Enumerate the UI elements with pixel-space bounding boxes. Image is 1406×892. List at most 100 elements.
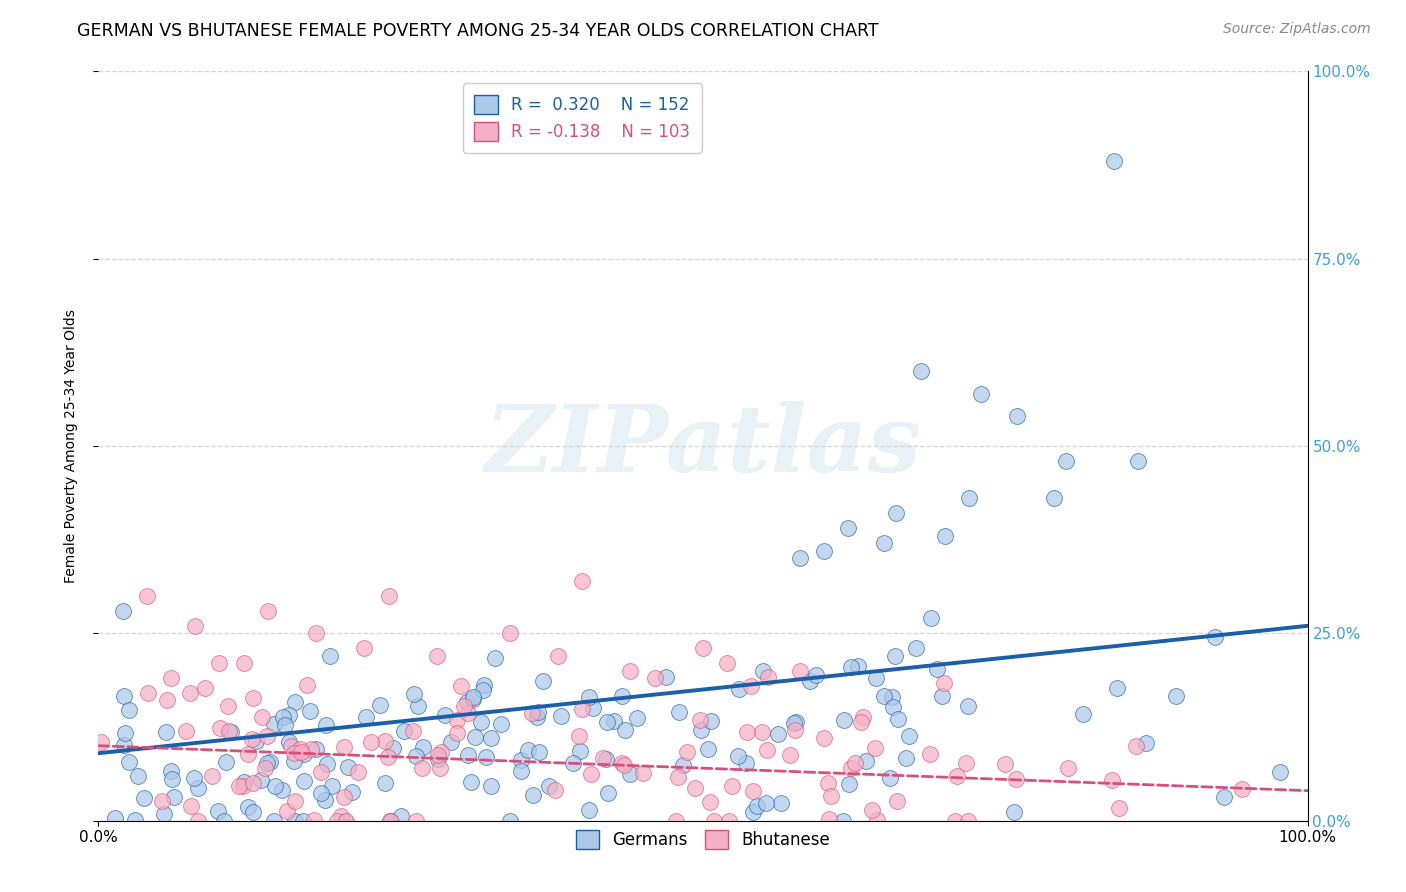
Point [187,781,209,796]
Point [832,814,855,828]
Point [839,761,862,775]
Point [955,756,977,771]
Point [703,814,725,828]
Point [734,756,756,770]
Point [631,765,654,780]
Point [470,715,492,730]
Point [697,742,720,756]
Point [292,814,315,828]
Point [132,790,155,805]
Point [672,758,695,772]
Point [740,679,762,693]
Point [284,695,307,709]
Point [543,783,565,797]
Point [183,771,205,785]
Point [789,664,811,678]
Point [957,491,980,506]
Point [463,692,485,706]
Point [756,743,779,757]
Point [297,678,319,692]
Point [498,626,520,640]
Point [329,809,352,823]
Point [865,741,887,756]
Point [578,803,600,817]
Point [472,682,495,697]
Text: ZIPatlas: ZIPatlas [485,401,921,491]
Point [612,756,634,771]
Point [263,716,285,731]
Point [735,724,758,739]
Point [411,761,433,775]
Point [676,746,699,760]
Point [690,723,713,737]
Point [284,814,307,828]
Point [1056,761,1078,775]
Point [934,529,956,543]
Point [180,799,202,814]
Point [595,752,617,766]
Point [844,756,866,770]
Point [865,672,887,686]
Point [527,705,550,719]
Point [813,544,835,558]
Point [221,725,243,739]
Point [752,665,775,679]
Point [124,813,146,827]
Point [886,507,908,521]
Point [333,814,356,828]
Point [176,723,198,738]
Point [280,739,302,753]
Point [785,714,807,729]
Point [547,648,569,663]
Point [783,723,806,737]
Point [406,699,429,714]
Point [412,740,434,755]
Point [668,705,690,719]
Point [298,705,321,719]
Point [839,659,862,673]
Point [484,650,506,665]
Point [509,764,531,779]
Point [457,706,479,721]
Point [236,800,259,814]
Point [592,750,614,764]
Point [321,780,343,794]
Point [626,710,648,724]
Point [299,742,322,756]
Point [1164,689,1187,703]
Point [405,748,427,763]
Point [150,794,173,808]
Point [152,806,174,821]
Point [866,813,889,827]
Point [957,699,980,714]
Point [160,671,183,685]
Point [446,714,468,728]
Point [479,779,502,793]
Point [402,723,425,738]
Point [179,686,201,700]
Text: Source: ZipAtlas.com: Source: ZipAtlas.com [1223,22,1371,37]
Point [956,814,979,828]
Point [804,668,827,682]
Point [655,670,678,684]
Point [337,760,360,774]
Point [283,754,305,768]
Point [849,714,872,729]
Point [207,804,229,818]
Point [896,751,918,765]
Point [1071,706,1094,721]
Point [1004,772,1026,787]
Point [429,761,451,775]
Point [742,805,765,819]
Point [456,695,478,709]
Point [333,739,356,754]
Point [347,764,370,779]
Point [527,745,550,759]
Point [946,769,969,783]
Point [256,756,278,770]
Point [1125,739,1147,753]
Point [832,713,855,727]
Point [271,710,294,724]
Legend: Germans, Bhutanese: Germans, Bhutanese [564,819,842,861]
Point [315,718,337,732]
